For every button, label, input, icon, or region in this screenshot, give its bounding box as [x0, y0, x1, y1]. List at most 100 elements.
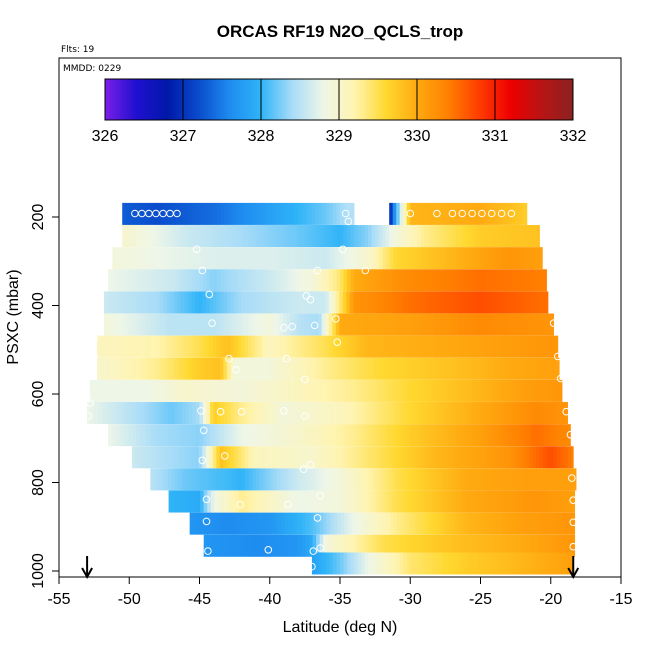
heatmap-cell: [378, 468, 383, 491]
heatmap-cell: [427, 313, 432, 336]
heatmap-cell: [209, 335, 214, 358]
heatmap-cell: [329, 402, 334, 425]
heatmap-cell: [144, 247, 148, 270]
heatmap-cell: [322, 468, 327, 491]
heatmap-cell: [476, 269, 481, 292]
heatmap-cell: [226, 357, 231, 380]
heatmap-cell: [193, 247, 198, 270]
heatmap-cell: [107, 291, 112, 314]
heatmap-cell: [455, 269, 460, 292]
heatmap-cell: [114, 379, 119, 402]
heatmap-cell: [262, 202, 267, 225]
heatmap-cell: [174, 225, 179, 248]
heatmap-cell: [402, 291, 407, 314]
heatmap-cell: [392, 402, 397, 425]
heatmap-cell: [160, 402, 165, 425]
heatmap-cell: [361, 269, 365, 292]
sample-point: [468, 209, 476, 218]
heatmap-cell: [206, 402, 211, 425]
heatmap-cell: [295, 512, 299, 535]
heatmap-cell: [163, 357, 168, 380]
heatmap-cell: [463, 247, 468, 270]
heatmap-cell: [364, 424, 369, 447]
heatmap-cell: [414, 512, 419, 535]
heatmap-cell: [227, 424, 232, 447]
heatmap-cell: [114, 357, 119, 380]
heatmap-cell: [184, 313, 189, 336]
heatmap-cell: [174, 424, 179, 447]
sample-point: [361, 266, 370, 275]
heatmap-cell: [125, 379, 129, 402]
heatmap-cell: [311, 202, 316, 225]
heatmap-cell: [568, 468, 573, 491]
heatmap-cell: [438, 402, 443, 425]
heatmap-cell: [199, 269, 204, 292]
heatmap-cell: [553, 379, 558, 402]
heatmap-cell: [290, 402, 295, 425]
heatmap-cell: [318, 313, 323, 336]
heatmap-cell: [323, 247, 328, 270]
heatmap-cell: [325, 446, 330, 469]
heatmap-cell: [325, 291, 330, 314]
heatmap-cell: [125, 269, 130, 292]
heatmap-layer: [87, 202, 577, 575]
heatmap-cell: [533, 225, 538, 248]
heatmap-cell: [252, 247, 257, 270]
heatmap-cell: [174, 202, 179, 225]
heatmap-cell: [521, 291, 526, 314]
heatmap-cell: [374, 446, 379, 469]
heatmap-cell: [136, 247, 141, 270]
heatmap-cell: [133, 247, 138, 270]
heatmap-cell: [525, 291, 530, 314]
heatmap-cell: [311, 468, 316, 491]
heatmap-cell: [328, 446, 333, 469]
heatmap-cell: [368, 225, 373, 248]
heatmap-cell: [174, 335, 179, 358]
heatmap-cell: [283, 291, 288, 314]
heatmap-cell: [255, 225, 260, 248]
heatmap-cell: [500, 446, 505, 469]
heatmap-cell: [403, 402, 408, 425]
heatmap-cell: [203, 490, 208, 513]
heatmap-cell: [444, 357, 449, 380]
y-axis-label: PSXC (mbar): [5, 269, 22, 364]
heatmap-cell: [403, 490, 408, 513]
heatmap-cell: [290, 269, 295, 292]
heatmap-cell: [189, 512, 194, 535]
heatmap-row: [189, 512, 576, 535]
heatmap-cell: [528, 379, 533, 402]
heatmap-cell: [519, 269, 524, 292]
heatmap-cell: [469, 225, 474, 248]
heatmap-cell: [565, 534, 570, 557]
heatmap-cell: [498, 202, 502, 225]
heatmap-cell: [430, 379, 435, 402]
heatmap-cell: [269, 225, 274, 248]
heatmap-cell: [209, 357, 214, 380]
heatmap-cell: [455, 468, 460, 491]
heatmap-cell: [540, 512, 545, 535]
heatmap-cell: [321, 291, 326, 314]
heatmap-cell: [311, 313, 316, 336]
heatmap-cell: [423, 357, 428, 380]
heatmap-cell: [262, 269, 267, 292]
heatmap-cell: [255, 402, 260, 425]
heatmap-cell: [540, 424, 545, 447]
heatmap-cell: [258, 335, 263, 358]
heatmap-cell: [421, 490, 426, 513]
heatmap-cell: [319, 512, 324, 535]
heatmap-cell: [434, 402, 439, 425]
heatmap-cell: [293, 446, 298, 469]
heatmap-cell: [349, 335, 354, 358]
heatmap-cell: [206, 424, 211, 447]
heatmap-cell: [103, 379, 108, 402]
heatmap-cell: [188, 269, 193, 292]
heatmap-cell: [196, 490, 201, 513]
heatmap-cell: [488, 512, 493, 535]
heatmap-cell: [326, 534, 331, 557]
heatmap-cell: [403, 247, 408, 270]
sample-point: [316, 544, 325, 552]
heatmap-cell: [452, 269, 457, 292]
heatmap-cell: [157, 424, 162, 447]
heatmap-cell: [417, 247, 422, 270]
heatmap-cell: [249, 247, 254, 270]
